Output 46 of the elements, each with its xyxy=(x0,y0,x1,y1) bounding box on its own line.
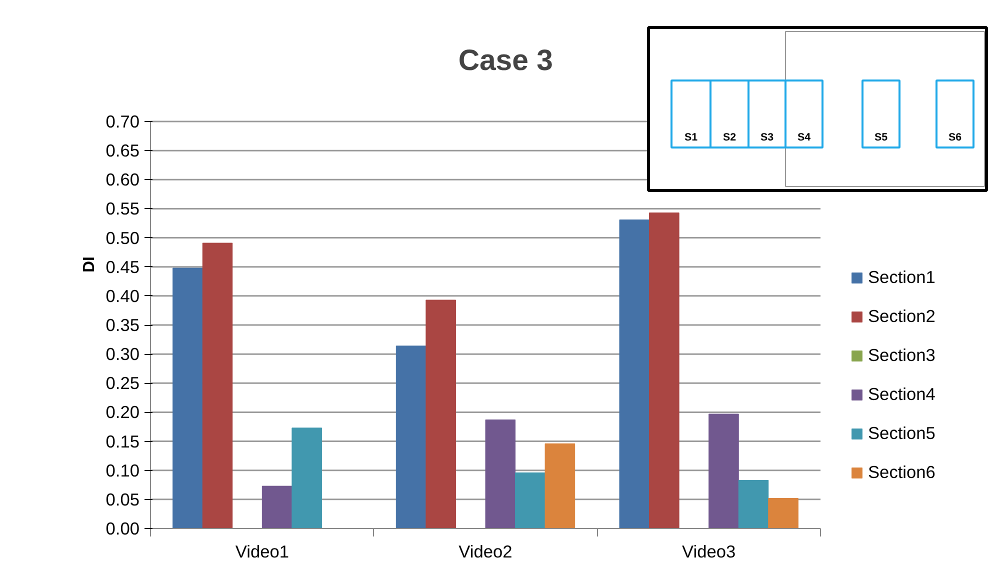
legend-label: Section1 xyxy=(868,267,936,288)
y-tick-label: 0.55 xyxy=(106,198,140,219)
bar xyxy=(202,242,233,528)
y-axis-title: DI xyxy=(80,256,98,272)
x-tick-label: Video1 xyxy=(235,542,289,562)
bar xyxy=(262,486,292,528)
y-tick-label: 0.20 xyxy=(106,402,140,422)
y-tick-label: 0.70 xyxy=(106,112,140,132)
legend-label: Section5 xyxy=(868,423,936,444)
bar xyxy=(649,212,680,528)
legend-label: Section6 xyxy=(868,462,936,483)
y-tick-label: 0.05 xyxy=(106,489,140,510)
bar xyxy=(292,428,322,528)
text: S5 xyxy=(874,132,888,144)
x-tick-label: Video2 xyxy=(458,542,512,562)
bar xyxy=(485,420,516,528)
bar xyxy=(768,498,798,528)
bar xyxy=(396,346,426,528)
annotation: S4 xyxy=(797,132,811,144)
y-tick-label: 0.60 xyxy=(106,170,140,190)
annotation: S1 xyxy=(684,132,698,144)
text: S6 xyxy=(948,132,962,144)
y-tick-label: 0.25 xyxy=(106,373,140,394)
bar xyxy=(738,480,769,528)
x-tick-label: Video3 xyxy=(682,542,736,562)
y-tick-label: 0.00 xyxy=(106,518,140,538)
y-tick-label: 0.50 xyxy=(106,228,140,248)
chart-title: Case 3 xyxy=(458,44,553,77)
y-tick-label: 0.15 xyxy=(106,431,140,452)
legend-label: Section3 xyxy=(868,345,936,366)
bar xyxy=(619,220,650,528)
legend-label: Section2 xyxy=(868,306,936,327)
bar xyxy=(426,300,456,528)
bar xyxy=(515,472,546,528)
y-tick-label: 0.35 xyxy=(106,315,140,335)
annotation: S2 xyxy=(722,132,736,144)
legend-label: Section4 xyxy=(868,384,936,405)
bar xyxy=(544,443,576,528)
y-tick-label: 0.40 xyxy=(106,286,140,306)
bar xyxy=(172,268,203,528)
annotation: S3 xyxy=(760,132,774,144)
y-tick-label: 0.30 xyxy=(106,344,140,364)
y-tick-label: 0.45 xyxy=(106,256,140,277)
bar xyxy=(708,414,739,528)
y-tick-label: 0.65 xyxy=(106,140,140,161)
y-tick-label: 0.10 xyxy=(106,460,140,480)
